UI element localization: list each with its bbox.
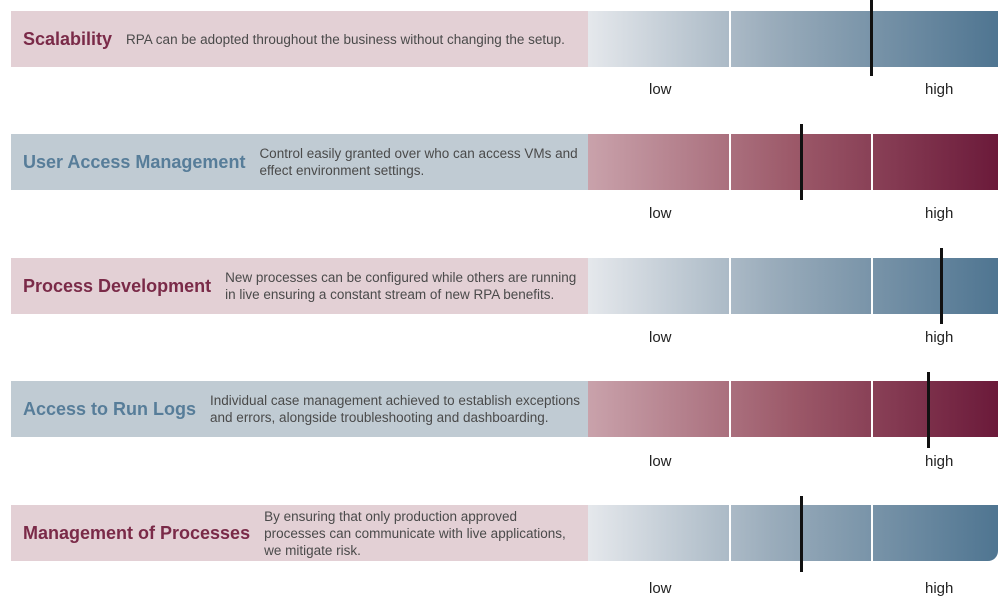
scale-high-label: high [925,329,954,346]
scale-low-label: low [649,580,672,597]
scale-divider [871,505,873,561]
rating-scale-bar [588,11,998,67]
row-label-box: User Access Management Control easily gr… [11,134,588,190]
row-title: Management of Processes [23,522,251,543]
scale-divider [729,258,731,314]
scale-low-label: low [649,205,672,222]
row-description: Individual case management achieved to e… [210,393,581,425]
scale-divider [729,505,731,561]
rating-scale-bar [588,258,998,314]
rating-marker [927,372,931,448]
row-title: Process Development [23,275,212,296]
rating-marker [869,0,873,76]
scale-divider [871,134,873,190]
scale-divider [729,134,731,190]
row-label-box: Management of Processes By ensuring that… [11,505,588,561]
row-description: By ensuring that only production approve… [264,508,566,558]
rating-marker [800,496,804,572]
row-description: New processes can be configured while ot… [225,270,577,302]
rating-scale-bar [588,134,998,190]
scale-divider [871,258,873,314]
scale-divider [729,11,731,67]
rating-row-user-access-management: User Access Management Control easily gr… [11,134,998,190]
rating-row-management-of-processes: Management of Processes By ensuring that… [11,505,998,561]
rating-row-scalability: Scalability RPA can be adopted throughou… [11,11,998,67]
rating-marker [800,124,804,200]
scale-low-label: low [649,329,672,346]
rating-row-process-development: Process Development New processes can be… [11,258,998,314]
scale-divider [871,381,873,437]
row-title: User Access Management [23,151,246,172]
scale-divider [729,381,731,437]
row-label-box: Access to Run Logs Individual case manag… [11,381,588,437]
scale-high-label: high [925,453,954,470]
rating-marker [939,248,943,324]
rating-scale-bar [588,381,998,437]
scale-high-label: high [925,580,954,597]
row-label-box: Process Development New processes can be… [11,258,588,314]
scale-high-label: high [925,81,954,98]
row-description: RPA can be adopted throughout the busine… [126,31,565,47]
scale-low-label: low [649,453,672,470]
rating-row-access-to-run-logs: Access to Run Logs Individual case manag… [11,381,998,437]
row-description: Control easily granted over who can acce… [259,146,578,178]
row-label-box: Scalability RPA can be adopted throughou… [11,11,588,67]
scale-high-label: high [925,205,954,222]
rating-scale-bar [588,505,998,561]
scale-low-label: low [649,81,672,98]
row-title: Scalability [23,28,113,49]
row-title: Access to Run Logs [23,398,197,419]
